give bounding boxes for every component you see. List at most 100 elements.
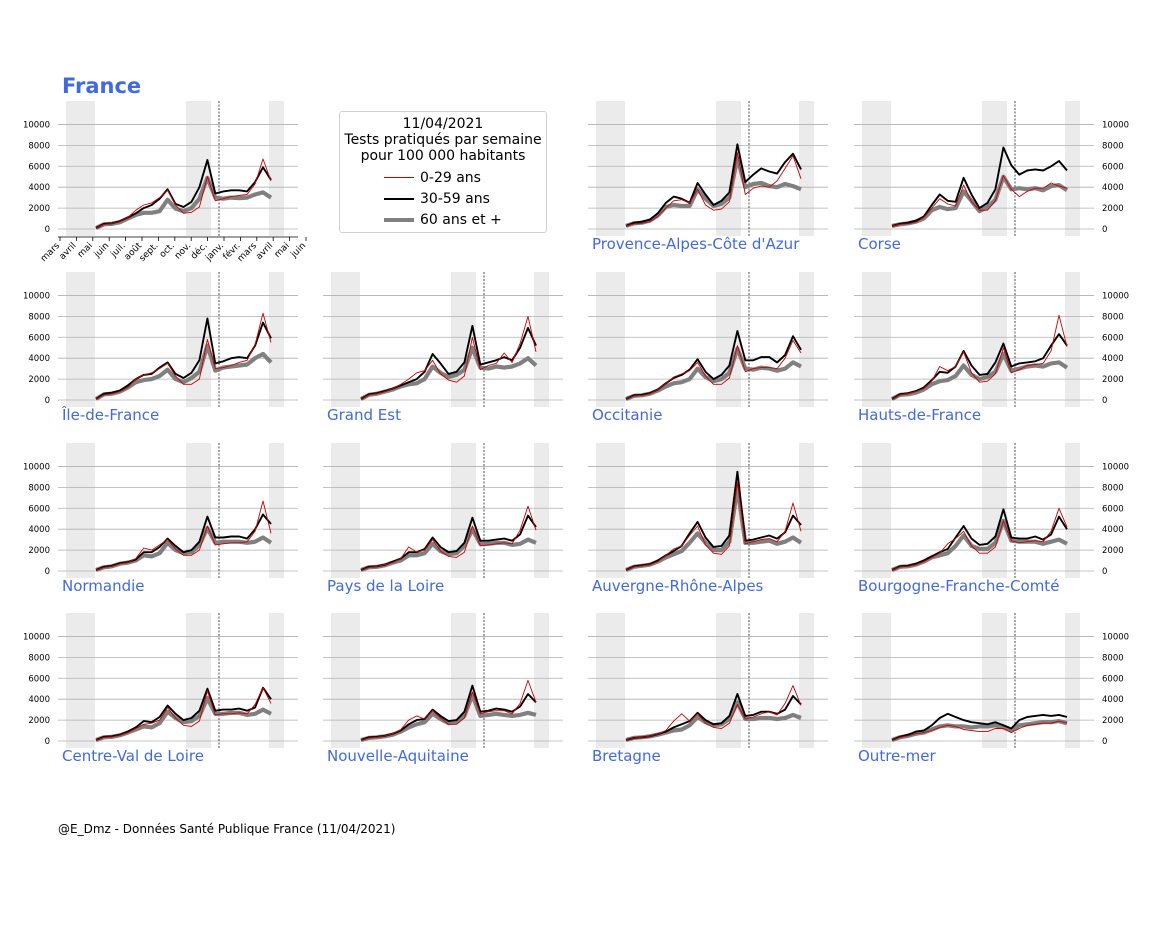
france-series-30-59 [95, 159, 272, 229]
hauts-de-france-ytick-6000: 6000 [1102, 333, 1124, 343]
france-ytick-8000: 8000 [28, 141, 50, 151]
normandie-series-30-59 [95, 513, 272, 571]
ile-de-france-shade-3 [269, 272, 284, 407]
outre-mer-ytick-0: 0 [1102, 737, 1107, 747]
france-ytick-0: 0 [45, 225, 50, 235]
france-shade-1 [66, 101, 95, 236]
pays-de-la-loire-series-0-29 [360, 505, 537, 571]
outre-mer-ytick-6000: 6000 [1102, 674, 1124, 684]
centre-val-de-loire-shade-3 [269, 613, 284, 748]
france-title: France [62, 74, 142, 98]
provence-alpes-cote-d-azur-label: Provence-Alpes-Côte d'Azur [592, 235, 800, 253]
pays-de-la-loire-shade-2 [451, 443, 476, 578]
legend-date: 11/04/2021 [402, 116, 484, 132]
bourgogne-franche-comte-series-30-59 [891, 508, 1068, 571]
normandie-label: Normandie [62, 577, 145, 595]
france-ytick-4000: 4000 [28, 183, 50, 193]
pays-de-la-loire-label: Pays de la Loire [327, 577, 445, 595]
bretagne-series-60-plus [625, 700, 802, 743]
bretagne-series-0-29 [625, 685, 802, 741]
ile-de-france-ytick-2000: 2000 [28, 375, 50, 385]
pays-de-la-loire-series-30-59 [360, 514, 537, 571]
centre-val-de-loire-shade-2 [186, 613, 211, 748]
bretagne-shade-3 [799, 613, 814, 748]
legend-label-30-59: 30-59 ans [420, 190, 490, 207]
auvergne-rhone-alpes-label: Auvergne-Rhône-Alpes [592, 577, 764, 595]
bourgogne-franche-comte-series-0-29 [891, 507, 1068, 571]
bourgogne-franche-comte-shade-3 [1065, 443, 1080, 578]
provence-alpes-cote-d-azur-shade-3 [799, 101, 814, 236]
ile-de-france-label: Île-de-France [62, 406, 160, 424]
france-xtick-14: mai [273, 241, 292, 260]
bourgogne-franche-comte-ytick-8000: 8000 [1102, 483, 1124, 493]
corse-ytick-6000: 6000 [1102, 162, 1124, 172]
provence-alpes-cote-d-azur-series-30-59 [625, 143, 802, 227]
occitanie-label: Occitanie [592, 406, 663, 424]
centre-val-de-loire-ytick-10000: 10000 [23, 632, 50, 642]
legend-swatch-30-59 [384, 197, 414, 200]
auvergne-rhone-alpes-shade-2 [716, 443, 741, 578]
outre-mer-shade-3 [1065, 613, 1080, 748]
occitanie-series-30-59 [625, 330, 802, 400]
outre-mer-label: Outre-mer [858, 747, 936, 765]
hauts-de-france-ytick-10000: 10000 [1102, 291, 1129, 301]
normandie-shade-2 [186, 443, 211, 578]
hauts-de-france-ytick-4000: 4000 [1102, 354, 1124, 364]
nouvelle-aquitaine-shade-3 [534, 613, 549, 748]
auvergne-rhone-alpes-series-0-29 [625, 481, 802, 571]
outre-mer-shade-1 [862, 613, 891, 748]
outre-mer-series-0-29 [891, 720, 1068, 741]
bourgogne-franche-comte-label: Bourgogne-Franche-Comté [858, 577, 1060, 595]
normandie-ytick-6000: 6000 [28, 504, 50, 514]
france-series-0-29 [95, 158, 272, 229]
grand-est-label: Grand Est [327, 406, 401, 424]
bourgogne-franche-comte-ytick-4000: 4000 [1102, 525, 1124, 535]
legend-entry-60: 60 ans et + [384, 209, 546, 230]
centre-val-de-loire-ytick-2000: 2000 [28, 716, 50, 726]
normandie-ytick-0: 0 [45, 567, 50, 577]
normandie-ytick-4000: 4000 [28, 525, 50, 535]
grand-est-shade-3 [534, 272, 549, 407]
hauts-de-france-series-60-plus [891, 351, 1069, 401]
ile-de-france-ytick-4000: 4000 [28, 354, 50, 364]
legend-label-0-29: 0-29 ans [420, 169, 481, 186]
corse-shade-2 [982, 101, 1007, 236]
legend-line-2: pour 100 000 habitants [360, 148, 526, 164]
auvergne-rhone-alpes-series-60-plus [625, 485, 803, 572]
normandie-ytick-2000: 2000 [28, 546, 50, 556]
nouvelle-aquitaine-label: Nouvelle-Aquitaine [327, 747, 469, 765]
centre-val-de-loire-ytick-8000: 8000 [28, 653, 50, 663]
france-shade-2 [186, 101, 211, 236]
occitanie-series-0-29 [625, 339, 802, 400]
france-xtick-3: juin [92, 241, 111, 260]
centre-val-de-loire-series-30-59 [95, 686, 272, 741]
normandie-series-0-29 [95, 500, 272, 571]
nouvelle-aquitaine-shade-1 [331, 613, 360, 748]
grand-est-series-0-29 [360, 315, 537, 400]
france-ytick-10000: 10000 [23, 120, 50, 130]
legend-label-60: 60 ans et + [420, 211, 502, 228]
hauts-de-france-shade-1 [862, 272, 891, 407]
corse-ytick-0: 0 [1102, 225, 1107, 235]
hauts-de-france-shade-3 [1065, 272, 1080, 407]
france-xtick-1: avril [58, 241, 79, 262]
hauts-de-france-series-0-29 [891, 314, 1068, 400]
bretagne-shade-1 [596, 613, 625, 748]
hauts-de-france-ytick-0: 0 [1102, 396, 1107, 406]
bourgogne-franche-comte-shade-1 [862, 443, 891, 578]
hauts-de-france-label: Hauts-de-France [858, 406, 982, 424]
outre-mer-ytick-2000: 2000 [1102, 716, 1124, 726]
centre-val-de-loire-series-0-29 [95, 687, 272, 741]
corse-ytick-8000: 8000 [1102, 141, 1124, 151]
corse-ytick-2000: 2000 [1102, 204, 1124, 214]
nouvelle-aquitaine-shade-2 [451, 613, 476, 748]
provence-alpes-cote-d-azur-shade-1 [596, 101, 625, 236]
france-ytick-2000: 2000 [28, 204, 50, 214]
bretagne-label: Bretagne [592, 747, 661, 765]
hauts-de-france-ytick-2000: 2000 [1102, 375, 1124, 385]
grand-est-shade-1 [331, 272, 360, 407]
bourgogne-franche-comte-ytick-10000: 10000 [1102, 462, 1129, 472]
ile-de-france-series-30-59 [95, 317, 272, 400]
outre-mer-ytick-4000: 4000 [1102, 695, 1124, 705]
corse-ytick-10000: 10000 [1102, 120, 1129, 130]
